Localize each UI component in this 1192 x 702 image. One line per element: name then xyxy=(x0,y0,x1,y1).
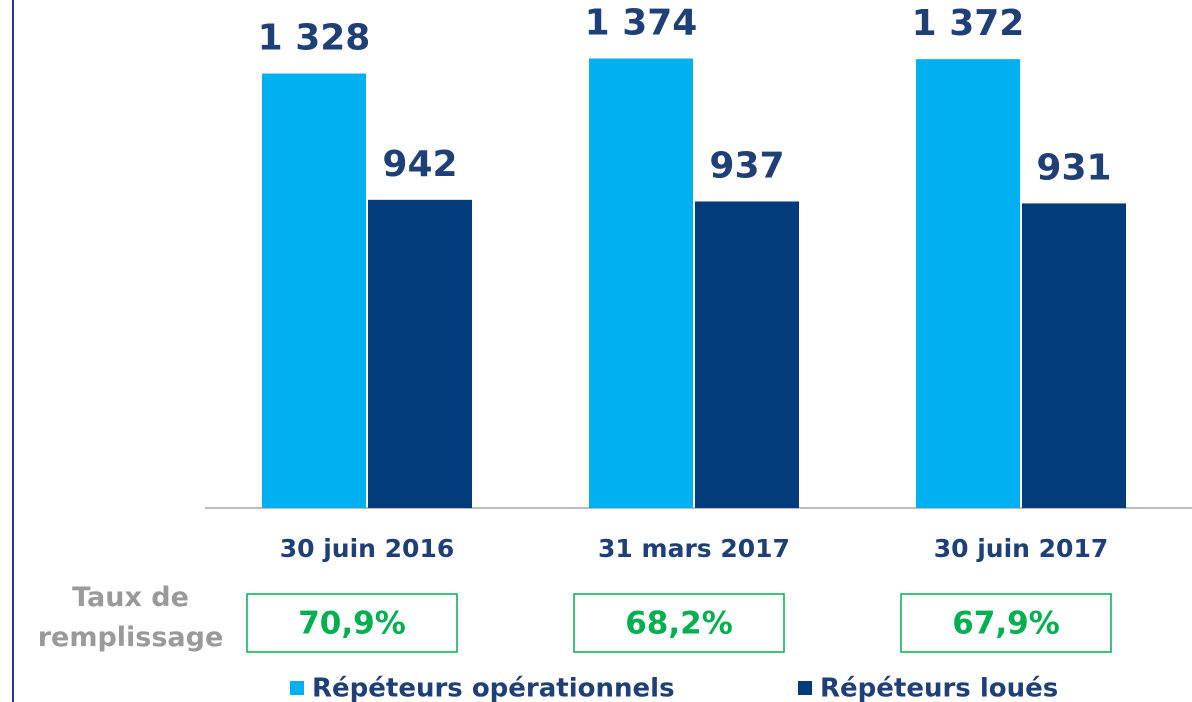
fill-rate-box xyxy=(900,593,1112,653)
data-label: 1 372 xyxy=(912,3,1025,44)
fill-rate-value: 70,9% xyxy=(298,606,406,642)
data-label: 1 374 xyxy=(585,3,698,44)
legend-label: Répéteurs loués xyxy=(820,674,1058,702)
bar xyxy=(368,199,472,508)
legend-label: Répéteurs opérationnels xyxy=(312,674,675,702)
fill-rate-box xyxy=(246,593,458,653)
bar xyxy=(589,58,693,509)
fill-rate-box xyxy=(573,593,785,653)
fill-rate-value: 68,2% xyxy=(625,606,733,642)
legend-swatch xyxy=(290,681,304,695)
x-tick-label: 31 mars 2017 xyxy=(598,534,790,563)
bar xyxy=(262,73,366,508)
bar xyxy=(916,59,1020,508)
legend-swatch xyxy=(798,681,812,695)
data-label: 1 328 xyxy=(258,18,371,59)
x-tick-label: 30 juin 2016 xyxy=(280,534,455,563)
fill-rate-value: 67,9% xyxy=(952,606,1060,642)
fill-rate-label: Taux de remplissage xyxy=(37,582,224,653)
data-label: 942 xyxy=(382,144,457,185)
data-label: 937 xyxy=(709,145,784,186)
x-tick-label: 30 juin 2017 xyxy=(934,534,1109,563)
bar xyxy=(695,201,799,508)
data-label: 931 xyxy=(1036,147,1111,188)
bar xyxy=(1022,203,1126,508)
